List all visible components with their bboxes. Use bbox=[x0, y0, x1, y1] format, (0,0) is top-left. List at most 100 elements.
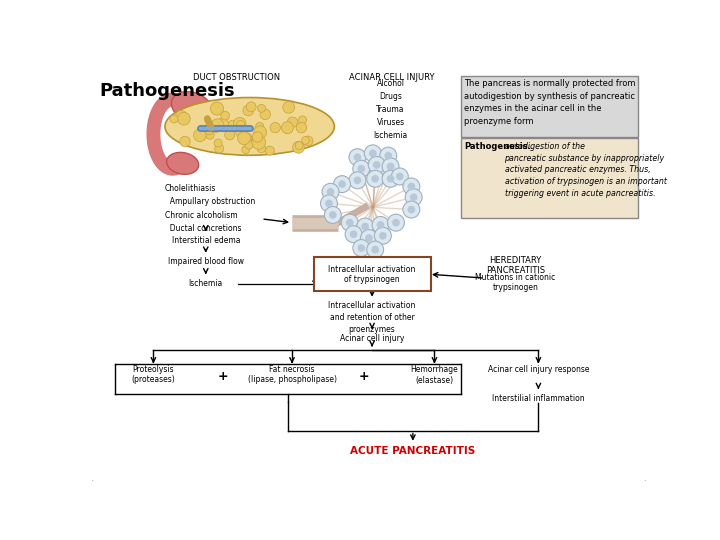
Circle shape bbox=[403, 178, 420, 195]
Text: Ischemia: Ischemia bbox=[189, 279, 223, 288]
Text: Pathogenesis.: Pathogenesis. bbox=[464, 142, 531, 151]
Circle shape bbox=[372, 246, 379, 253]
Text: Intracellular activation
of trypsinogen: Intracellular activation of trypsinogen bbox=[328, 265, 415, 284]
Circle shape bbox=[238, 132, 251, 145]
Circle shape bbox=[357, 165, 365, 173]
Circle shape bbox=[382, 158, 399, 175]
Circle shape bbox=[252, 136, 266, 149]
Circle shape bbox=[384, 152, 392, 159]
Circle shape bbox=[350, 231, 357, 238]
Circle shape bbox=[246, 102, 256, 112]
Circle shape bbox=[243, 105, 253, 116]
Circle shape bbox=[364, 145, 382, 162]
Circle shape bbox=[366, 241, 384, 258]
Circle shape bbox=[150, 121, 158, 129]
Circle shape bbox=[156, 105, 163, 112]
Circle shape bbox=[361, 230, 377, 247]
Circle shape bbox=[245, 140, 253, 149]
Circle shape bbox=[353, 240, 370, 256]
Circle shape bbox=[327, 188, 334, 195]
Circle shape bbox=[194, 129, 206, 141]
Circle shape bbox=[150, 140, 158, 147]
Text: HEREDITARY
PANCREATITIS: HEREDITARY PANCREATITIS bbox=[486, 256, 545, 275]
Circle shape bbox=[387, 214, 405, 231]
Circle shape bbox=[302, 137, 310, 144]
Text: Cholelithiasis
  Ampullary obstruction
Chronic alcoholism
  Ductal concretions: Cholelithiasis Ampullary obstruction Chr… bbox=[165, 184, 255, 233]
Text: +: + bbox=[217, 370, 228, 383]
Circle shape bbox=[256, 123, 264, 131]
Circle shape bbox=[392, 219, 400, 226]
Circle shape bbox=[237, 120, 245, 129]
Text: Proteolysis
(proteases): Proteolysis (proteases) bbox=[132, 365, 175, 384]
Circle shape bbox=[408, 206, 415, 213]
Circle shape bbox=[349, 148, 366, 166]
Ellipse shape bbox=[165, 98, 334, 156]
Circle shape bbox=[366, 170, 384, 187]
Circle shape bbox=[408, 183, 415, 190]
Circle shape bbox=[153, 148, 160, 156]
Circle shape bbox=[368, 157, 385, 173]
FancyBboxPatch shape bbox=[461, 76, 638, 137]
Circle shape bbox=[345, 226, 362, 242]
Circle shape bbox=[225, 130, 235, 140]
Circle shape bbox=[165, 96, 173, 104]
Circle shape bbox=[258, 104, 266, 112]
Circle shape bbox=[252, 132, 263, 142]
Text: DUCT OBSTRUCTION: DUCT OBSTRUCTION bbox=[193, 72, 280, 82]
Circle shape bbox=[329, 211, 337, 219]
Text: Mutations in cationic
trypsinogen: Mutations in cationic trypsinogen bbox=[475, 273, 555, 292]
Text: Interstilial inflammation: Interstilial inflammation bbox=[492, 394, 585, 403]
Circle shape bbox=[324, 206, 341, 224]
Circle shape bbox=[176, 110, 187, 122]
Text: The pancreas is normally protected from
autodigestion by synthesis of pancreatic: The pancreas is normally protected from … bbox=[464, 79, 636, 126]
Circle shape bbox=[387, 175, 395, 183]
Text: Hemorrhage
(elastase): Hemorrhage (elastase) bbox=[410, 365, 459, 384]
Circle shape bbox=[357, 244, 365, 252]
Circle shape bbox=[156, 156, 163, 164]
Circle shape bbox=[338, 180, 346, 188]
Circle shape bbox=[361, 222, 369, 231]
Text: Acinar cell injury: Acinar cell injury bbox=[340, 334, 404, 342]
Circle shape bbox=[153, 112, 160, 120]
Circle shape bbox=[233, 117, 246, 130]
Circle shape bbox=[242, 133, 252, 143]
Circle shape bbox=[265, 146, 274, 155]
Circle shape bbox=[372, 175, 379, 183]
Circle shape bbox=[287, 117, 297, 127]
Circle shape bbox=[379, 232, 387, 240]
Text: +: + bbox=[359, 370, 369, 383]
Circle shape bbox=[170, 165, 178, 172]
Circle shape bbox=[292, 141, 305, 153]
Text: Alcohol
Drugs
Trauma
Viruses
Ischemia: Alcohol Drugs Trauma Viruses Ischemia bbox=[374, 79, 408, 140]
Text: Interstitial edema: Interstitial edema bbox=[171, 236, 240, 245]
Circle shape bbox=[260, 109, 271, 119]
Circle shape bbox=[235, 126, 248, 138]
Circle shape bbox=[396, 173, 404, 180]
Circle shape bbox=[356, 218, 374, 235]
Circle shape bbox=[354, 153, 361, 161]
Circle shape bbox=[214, 139, 222, 147]
Circle shape bbox=[346, 219, 354, 226]
Circle shape bbox=[210, 120, 222, 132]
Circle shape bbox=[349, 172, 366, 189]
Circle shape bbox=[270, 123, 280, 133]
Text: ACINAR CELL INJURY: ACINAR CELL INJURY bbox=[349, 72, 435, 82]
Ellipse shape bbox=[166, 152, 199, 174]
Circle shape bbox=[377, 221, 384, 229]
FancyBboxPatch shape bbox=[90, 63, 648, 482]
Circle shape bbox=[341, 214, 359, 231]
Text: Pathogenesis: Pathogenesis bbox=[99, 82, 235, 100]
Text: Intracellular activation
and retention of other
proenzymes: Intracellular activation and retention o… bbox=[328, 301, 415, 334]
FancyBboxPatch shape bbox=[461, 138, 638, 218]
Text: Acinar cell injury response: Acinar cell injury response bbox=[487, 365, 589, 374]
Circle shape bbox=[373, 161, 381, 169]
Circle shape bbox=[374, 227, 392, 244]
Circle shape bbox=[204, 126, 213, 135]
Circle shape bbox=[221, 111, 230, 120]
Circle shape bbox=[170, 115, 178, 123]
Circle shape bbox=[365, 234, 373, 242]
Circle shape bbox=[176, 163, 183, 171]
Circle shape bbox=[215, 144, 224, 153]
Circle shape bbox=[160, 99, 168, 107]
Text: Impaired blood flow: Impaired blood flow bbox=[168, 257, 244, 266]
